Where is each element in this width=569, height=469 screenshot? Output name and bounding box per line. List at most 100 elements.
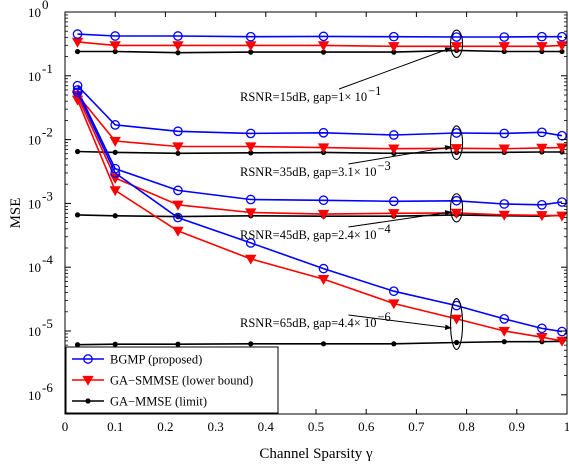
legend-marker-0: [83, 354, 93, 364]
legend-marker-1: [82, 375, 94, 386]
data-point-mmse-35dB: [175, 150, 181, 156]
x-tick-label: 0: [62, 419, 69, 434]
y-tick-label-exponent: -6: [42, 380, 53, 395]
data-point-bgmp-45dB: [537, 199, 547, 210]
data-point-bgmp-35dB: [537, 127, 547, 138]
data-point-smmse-15dB: [498, 42, 510, 53]
data-point-smmse-35dB: [317, 143, 330, 154]
data-point-mmse-15dB: [320, 49, 327, 55]
data-point-mmse-35dB: [112, 149, 118, 156]
x-tick-label: 0.5: [308, 419, 324, 434]
gap-arrowhead-15dB: [444, 47, 452, 53]
data-point-bgmp-15dB: [110, 31, 121, 41]
data-point-bgmp-35dB: [245, 128, 256, 139]
data-point-smmse-45dB: [498, 210, 510, 221]
series-line-bgmp-65dB: [76, 92, 563, 333]
series-line-bgmp-45dB: [76, 89, 563, 206]
data-point-bgmp-15dB: [499, 32, 510, 42]
series-line-mmse-65dB: [77, 340, 563, 346]
data-point-smmse-15dB: [536, 42, 548, 53]
data-point-bgmp-45dB: [451, 195, 462, 206]
x-tick-label: 0.2: [157, 419, 173, 434]
data-point-bgmp-65dB: [245, 238, 256, 248]
data-point-mmse-65dB: [74, 342, 81, 348]
data-point-mmse-45dB: [74, 212, 81, 218]
series-line-smmse-15dB: [77, 41, 563, 48]
data-point-smmse-65dB: [556, 336, 568, 347]
gap-ellipse-65dB: [450, 298, 464, 351]
gap-annotation-exponent-35dB: −3: [377, 159, 390, 173]
data-point-smmse-65dB: [450, 314, 463, 325]
data-point-smmse-45dB: [245, 208, 257, 219]
gap-arrow-65dB: [348, 314, 452, 329]
y-tick-label-exponent: -3: [42, 188, 53, 203]
gap-ellipse-45dB: [450, 193, 464, 223]
gap-arrow-35dB: [348, 146, 452, 165]
gap-annotation-exponent-15dB: −1: [368, 84, 381, 98]
data-point-bgmp-35dB: [318, 127, 329, 138]
gap-annotation-65dB: RSNR=65dB, gap=4.4× 10: [240, 316, 376, 330]
legend: BGMP (proposed) GA−SMMSE (lower bound) GA−…: [65, 346, 279, 414]
y-tick-label-exponent: -1: [42, 61, 53, 76]
y-tick-label: 10: [28, 260, 41, 275]
data-point-bgmp-65dB: [173, 212, 183, 223]
data-point-smmse-35dB: [536, 143, 548, 154]
y-tick-label-exponent: -2: [42, 125, 53, 140]
data-point-mmse-15dB: [559, 48, 565, 55]
data-point-bgmp-65dB: [388, 286, 399, 297]
gap-arrowhead-35dB: [444, 145, 452, 151]
data-point-bgmp-15dB: [245, 31, 256, 42]
data-point-smmse-45dB: [388, 209, 400, 220]
data-point-smmse-45dB: [536, 211, 548, 222]
y-tick-label-exponent: -5: [42, 316, 53, 331]
data-point-bgmp-65dB: [557, 326, 567, 337]
data-point-mmse-65dB: [453, 339, 460, 346]
series-line-mmse-15dB: [77, 49, 562, 54]
data-point-smmse-15dB: [317, 41, 330, 52]
data-point-smmse-35dB: [498, 144, 510, 155]
data-point-smmse-35dB: [388, 144, 400, 155]
gap-annotation-15dB: RSNR=15dB, gap=1× 10: [240, 90, 367, 104]
data-point-smmse-45dB: [450, 208, 463, 219]
gap-ellipse-15dB: [450, 29, 464, 58]
gap-annotation-exponent-65dB: −6: [377, 310, 390, 324]
data-point-smmse-65dB: [172, 226, 184, 237]
data-point-smmse-65dB: [109, 186, 121, 197]
data-point-smmse-45dB: [556, 211, 568, 222]
y-tick-label: 10: [28, 133, 41, 148]
data-point-smmse-15dB: [388, 42, 400, 53]
data-point-mmse-15dB: [74, 48, 81, 55]
data-point-bgmp-35dB: [173, 126, 183, 137]
series-line-bgmp-35dB: [76, 85, 563, 137]
series-line-smmse-65dB: [76, 99, 563, 342]
data-point-bgmp-35dB: [451, 128, 462, 138]
data-point-bgmp-65dB: [318, 263, 329, 274]
data-point-smmse-35dB: [109, 136, 121, 147]
data-point-smmse-15dB: [245, 41, 257, 52]
data-point-mmse-65dB: [112, 341, 118, 347]
data-point-bgmp-35dB: [499, 128, 510, 139]
data-point-bgmp-35dB: [72, 80, 83, 91]
annotations: RSNR=15dB, gap=1× 10 −1 RSNR=35dB, gap=3.1…: [240, 29, 464, 351]
data-point-bgmp-15dB: [388, 31, 399, 42]
data-point-bgmp-15dB: [318, 31, 329, 42]
y-tick-label: 10: [28, 324, 41, 339]
data-point-smmse-15dB: [450, 42, 463, 53]
gap-ellipse-35dB: [450, 125, 464, 160]
legend-label-2: GA−MMSE (limit): [110, 395, 207, 409]
data-point-bgmp-45dB: [557, 197, 567, 207]
y-tick-label: 10: [28, 5, 41, 20]
data-point-bgmp-65dB: [537, 323, 547, 334]
y-tick-label: 10: [28, 196, 41, 211]
y-tick-label-exponent: 0: [42, 0, 49, 12]
data-point-bgmp-45dB: [499, 199, 510, 209]
series-line-mmse-45dB: [77, 214, 563, 218]
series-line-smmse-35dB: [76, 94, 563, 150]
data-point-smmse-65dB: [388, 299, 400, 310]
data-point-smmse-35dB: [245, 142, 257, 153]
data-point-smmse-35dB: [172, 142, 184, 153]
series-line-smmse-45dB: [76, 95, 563, 217]
x-tick-label: 0.4: [258, 419, 275, 434]
data-point-mmse-65dB: [175, 341, 181, 347]
